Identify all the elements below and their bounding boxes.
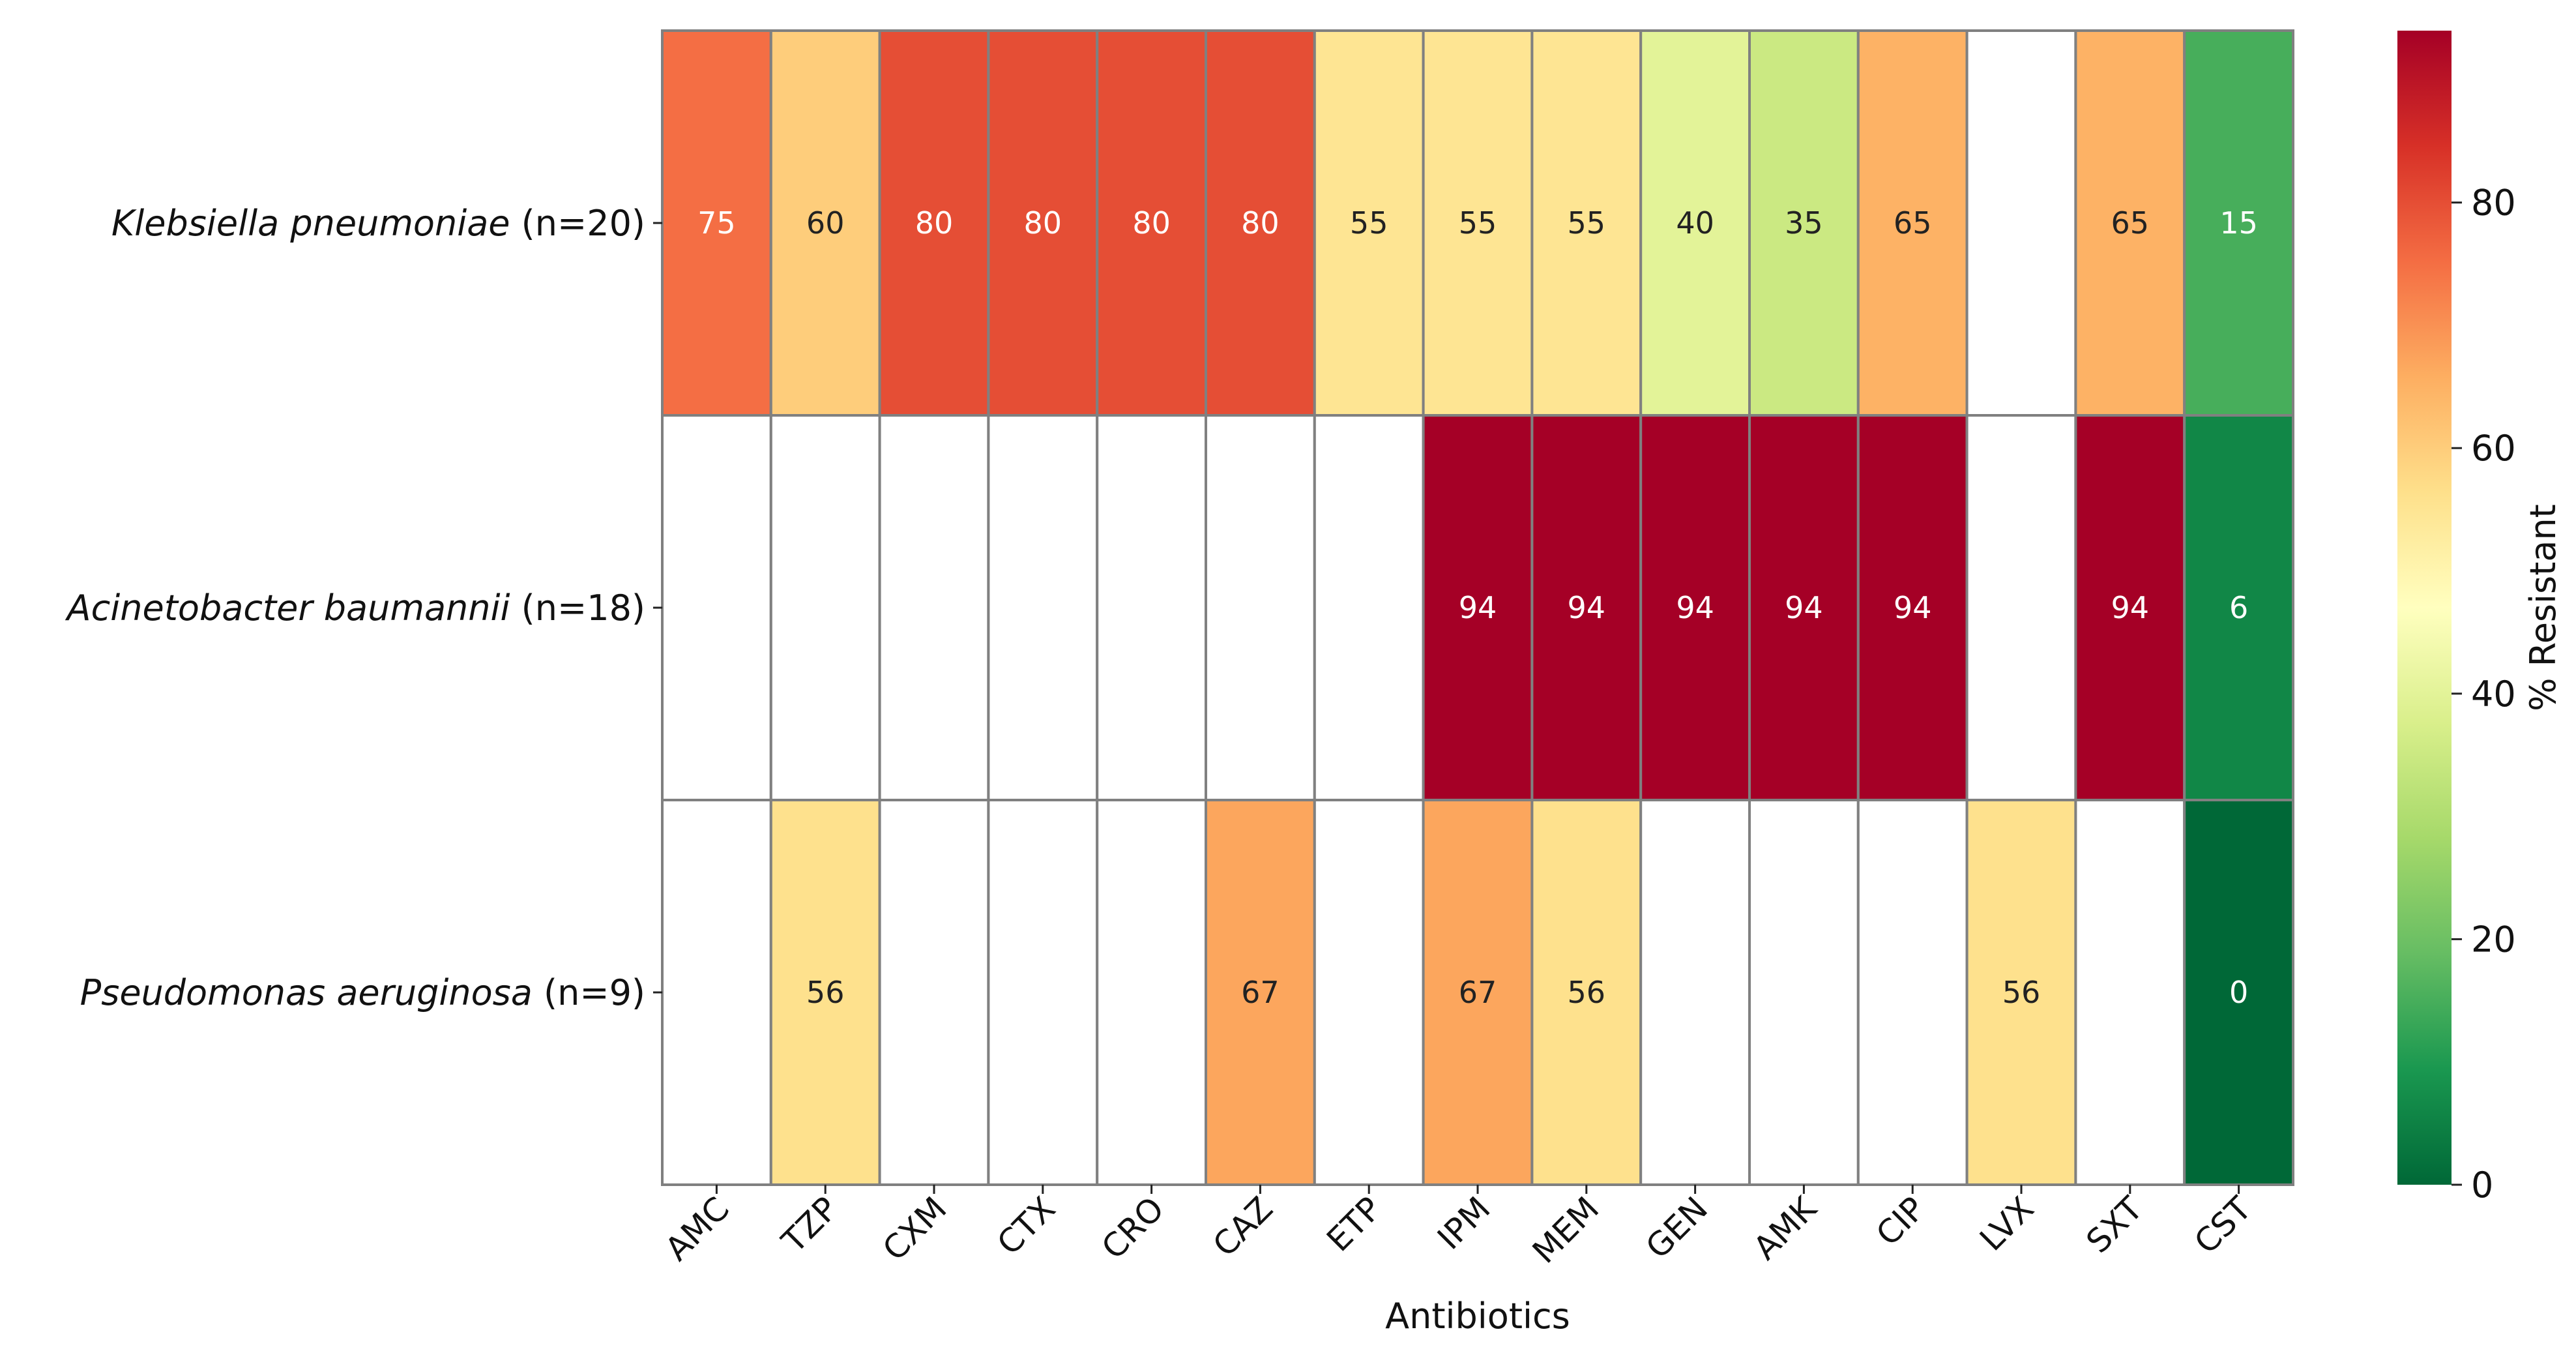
cell-value-label: 40 (1676, 205, 1714, 241)
cell-value-label: 0 (2229, 975, 2248, 1010)
heatmap-cell (2074, 414, 2186, 801)
cell-value-label: 55 (1568, 205, 1606, 241)
heatmap-cell (1639, 29, 1751, 417)
cell-value-label: 94 (1785, 590, 1823, 625)
x-tick-label: GEN (1639, 1189, 1715, 1266)
heatmap-cell (1965, 414, 2077, 801)
heatmap-cell (1313, 414, 1425, 801)
heatmap-cell (1856, 799, 1969, 1186)
cell-value-label: 75 (697, 205, 736, 241)
cell-value-label: 56 (1568, 975, 1606, 1010)
cell-value-label: 80 (1241, 205, 1280, 241)
cell-value-label: 67 (1241, 975, 1280, 1010)
colorbar-tick-label: 60 (2471, 428, 2516, 469)
colorbar-tick-label: 20 (2471, 919, 2516, 960)
heatmap-cell (1096, 799, 1207, 1186)
x-tick-label: CST (2187, 1189, 2259, 1261)
cell-value-label: 67 (1459, 975, 1497, 1010)
heatmap-cell (1856, 29, 1969, 417)
x-tick-label: CIP (1869, 1189, 1932, 1253)
heatmap-cell (769, 29, 881, 417)
y-tick-label: Pseudomonas aeruginosa (n=9) (80, 972, 645, 1013)
x-tick-label: MEM (1525, 1189, 1606, 1270)
organism-name: Acinetobacter baumannii (65, 587, 510, 629)
heatmap-cell (2183, 799, 2294, 1186)
heatmap-cell (1639, 799, 1751, 1186)
heatmap-cell (1205, 414, 1316, 801)
heatmap-cell (769, 414, 881, 801)
heatmap-cell (1748, 799, 1860, 1186)
cell-value-label: 94 (1568, 590, 1606, 625)
heatmap-cell (1096, 414, 1207, 801)
colorbar: 0 20 40 60 80 % Resistant (2397, 31, 2564, 1206)
y-axis: Klebsiella pneumoniae (n=20) Acinetobacte… (65, 203, 662, 1013)
cell-value-label: 65 (1894, 205, 1932, 241)
x-axis-title: Antibiotics (1385, 1296, 1570, 1337)
heatmap-cell (1422, 414, 1534, 801)
organism-name: Klebsiella pneumoniae (111, 203, 510, 244)
heatmap-cell (1639, 414, 1751, 801)
cell-value-label: 60 (806, 205, 845, 241)
x-tick-label: CXM (875, 1189, 954, 1268)
cell-value-label: 55 (1459, 205, 1497, 241)
x-tick-label: CAZ (1206, 1189, 1280, 1264)
x-tick-label: CTX (990, 1189, 1063, 1262)
y-tick-label: Acinetobacter baumannii (n=18) (65, 587, 645, 629)
cell-value-label: 6 (2229, 590, 2248, 625)
heatmap-cell (1422, 799, 1534, 1186)
heatmap-cell (661, 799, 772, 1186)
heatmap-cell (1965, 799, 2077, 1186)
heatmap-cell (878, 799, 990, 1186)
cell-value-label: 80 (915, 205, 954, 241)
heatmap-cells (661, 29, 2294, 1186)
cell-value-label: 55 (1350, 205, 1388, 241)
heatmap-cell (1965, 29, 2077, 417)
sample-size: (n=18) (510, 587, 645, 629)
cell-value-label: 56 (806, 975, 845, 1010)
cell-value-label: 80 (1024, 205, 1062, 241)
colorbar-tick-label: 0 (2471, 1165, 2493, 1206)
x-tick-label: LVX (1972, 1189, 2041, 1258)
cell-value-label: 80 (1132, 205, 1171, 241)
colorbar-tick-label: 40 (2471, 674, 2516, 715)
heatmap-cell (1205, 29, 1316, 417)
cell-value-label: 94 (1894, 590, 1932, 625)
heatmap-cell (987, 414, 1099, 801)
x-tick-label: TZP (774, 1189, 845, 1260)
y-tick-label: Klebsiella pneumoniae (n=20) (111, 203, 645, 244)
cell-value-label: 94 (2111, 590, 2150, 625)
organism-name: Pseudomonas aeruginosa (80, 972, 533, 1013)
cell-value-label: 35 (1785, 205, 1823, 241)
x-tick-label: CRO (1094, 1189, 1171, 1266)
heatmap-cell (987, 29, 1099, 417)
x-tick-label: ETP (1319, 1189, 1388, 1258)
x-axis: AMC TZP CXM CTX CRO CAZ ETP IPM MEM GEN AMK CIP LVX S… (658, 1185, 2259, 1271)
heatmap-cell (1313, 799, 1425, 1186)
heatmap-cell (1856, 414, 1969, 801)
heatmap-cell (1205, 799, 1316, 1186)
colorbar-tick-label: 80 (2471, 183, 2516, 224)
x-tick-label: AMC (658, 1189, 736, 1268)
cell-value-label: 94 (1676, 590, 1714, 625)
heatmap-cell (878, 414, 990, 801)
heatmap-cell (661, 414, 772, 801)
colorbar-gradient (2397, 31, 2452, 1185)
heatmap-cell (1422, 29, 1534, 417)
cell-value-label: 65 (2111, 205, 2150, 241)
heatmap-cell (987, 799, 1099, 1186)
heatmap-cell (2074, 799, 2186, 1186)
cell-value-label: 56 (2002, 975, 2041, 1010)
heatmap-cell (661, 29, 772, 417)
x-tick-label: SXT (2079, 1189, 2150, 1260)
sample-size: (n=20) (510, 203, 645, 244)
sample-size: (n=9) (533, 972, 645, 1013)
cell-value-label: 94 (1459, 590, 1497, 625)
x-tick-label: AMK (1746, 1189, 1824, 1268)
x-tick-label: IPM (1430, 1189, 1497, 1256)
cell-value-label: 15 (2219, 205, 2258, 241)
colorbar-label: % Resistant (2523, 504, 2564, 711)
heatmap-cell (1530, 799, 1643, 1186)
